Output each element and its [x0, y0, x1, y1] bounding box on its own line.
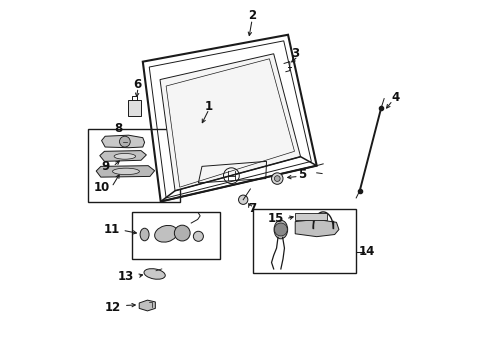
- Ellipse shape: [274, 220, 288, 239]
- Bar: [295, 213, 327, 220]
- Circle shape: [271, 173, 283, 184]
- Text: 6: 6: [133, 78, 142, 91]
- Ellipse shape: [155, 225, 177, 242]
- Polygon shape: [101, 135, 145, 148]
- Circle shape: [174, 225, 190, 241]
- Text: 13: 13: [118, 270, 134, 283]
- Circle shape: [274, 176, 280, 181]
- Ellipse shape: [140, 228, 149, 241]
- Bar: [128, 100, 141, 116]
- Ellipse shape: [114, 153, 136, 159]
- Text: 12: 12: [105, 301, 121, 314]
- Text: 3: 3: [291, 47, 299, 60]
- Ellipse shape: [144, 269, 165, 279]
- Text: 10: 10: [94, 181, 110, 194]
- Text: 7: 7: [248, 202, 256, 215]
- Polygon shape: [96, 166, 155, 177]
- Text: 9: 9: [102, 160, 110, 173]
- Text: 1: 1: [205, 100, 213, 113]
- Text: 15: 15: [268, 212, 284, 225]
- Polygon shape: [100, 150, 147, 161]
- Bar: [88, 129, 180, 202]
- Circle shape: [194, 231, 203, 241]
- Text: 11: 11: [103, 223, 120, 236]
- Circle shape: [274, 223, 287, 236]
- Bar: [253, 209, 356, 273]
- Circle shape: [239, 195, 248, 204]
- Text: 8: 8: [115, 122, 123, 135]
- Ellipse shape: [113, 168, 139, 175]
- Bar: [132, 212, 220, 259]
- Polygon shape: [295, 220, 339, 237]
- Text: 14: 14: [359, 245, 375, 258]
- Text: 4: 4: [392, 91, 400, 104]
- Polygon shape: [160, 54, 300, 191]
- Polygon shape: [139, 300, 155, 311]
- Text: 2: 2: [248, 9, 256, 22]
- Text: 5: 5: [298, 168, 307, 181]
- Circle shape: [120, 136, 130, 147]
